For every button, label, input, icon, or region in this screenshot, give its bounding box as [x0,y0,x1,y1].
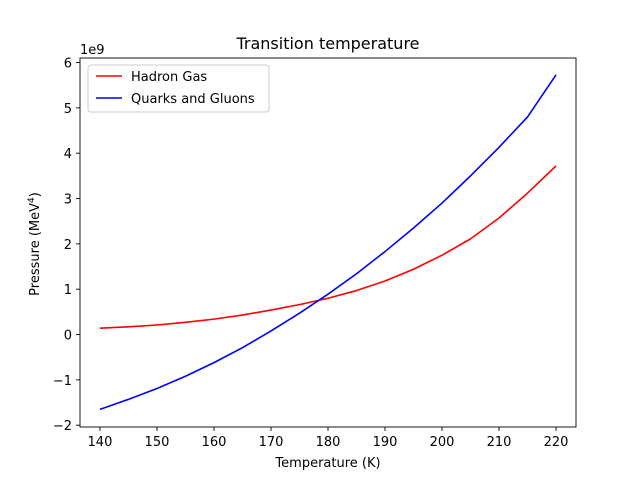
y-tick-label: −1 [53,374,72,389]
x-tick-label: 210 [487,435,512,450]
legend-label-0: Hadron Gas [131,70,207,85]
y-offset-label: 1e9 [80,43,105,58]
y-tick-label: 4 [64,147,72,162]
y-tick-label: 0 [64,329,72,344]
y-axis-label-superscript: 4 [27,197,37,203]
axes: 140 150 160 170 180 190 200 210 220 −2 −1 0 1 2 3 4 5 6 [53,57,577,450]
y-tick-label: 6 [64,57,72,72]
series-line-0 [99,165,557,329]
y-tick-label: −2 [53,419,72,434]
x-tick-label: 160 [202,435,227,450]
y-tick-label: 3 [64,193,72,208]
x-tick-label: 220 [544,435,569,450]
y-axis-label-base: Pressure (MeV [28,203,43,296]
y-tick-label: 2 [64,238,72,253]
y-tick-label: 1 [64,283,72,298]
x-tick-label: 140 [88,435,113,450]
legend-label-1: Quarks and Gluons [131,92,255,107]
axes-frame [79,57,577,428]
x-tick-label: 180 [316,435,341,450]
y-axis-label-end: ) [28,192,43,197]
legend-box [87,64,270,113]
x-tick-label: 150 [145,435,170,450]
y-axis-label: Pressure (MeV4) [27,192,43,296]
x-tick-label: 200 [430,435,455,450]
series-line-1 [99,74,557,411]
legend: Hadron Gas Quarks and Gluons [87,64,270,113]
x-axis-label: Temperature (K) [274,456,380,471]
plot-area [99,74,557,411]
x-tick-label: 190 [373,435,398,450]
y-tick-label: 5 [64,102,72,117]
chart-title: Transition temperature [235,34,419,53]
x-tick-label: 170 [259,435,284,450]
